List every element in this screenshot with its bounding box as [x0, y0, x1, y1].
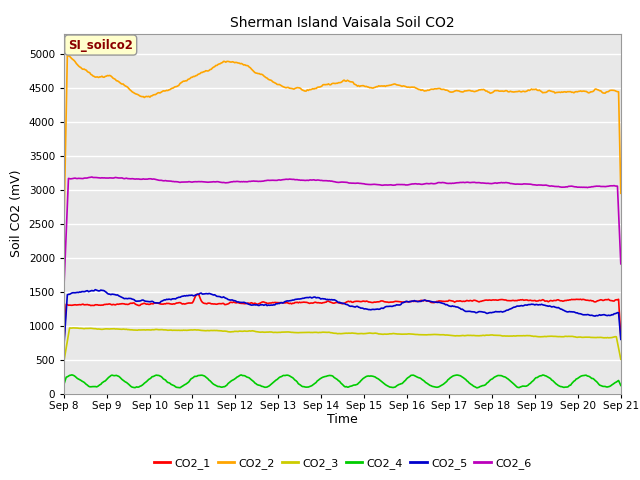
X-axis label: Time: Time — [327, 413, 358, 426]
Title: Sherman Island Vaisala Soil CO2: Sherman Island Vaisala Soil CO2 — [230, 16, 454, 30]
Y-axis label: Soil CO2 (mV): Soil CO2 (mV) — [10, 170, 23, 257]
Legend: CO2_1, CO2_2, CO2_3, CO2_4, CO2_5, CO2_6: CO2_1, CO2_2, CO2_3, CO2_4, CO2_5, CO2_6 — [149, 453, 536, 473]
Text: SI_soilco2: SI_soilco2 — [68, 38, 133, 51]
